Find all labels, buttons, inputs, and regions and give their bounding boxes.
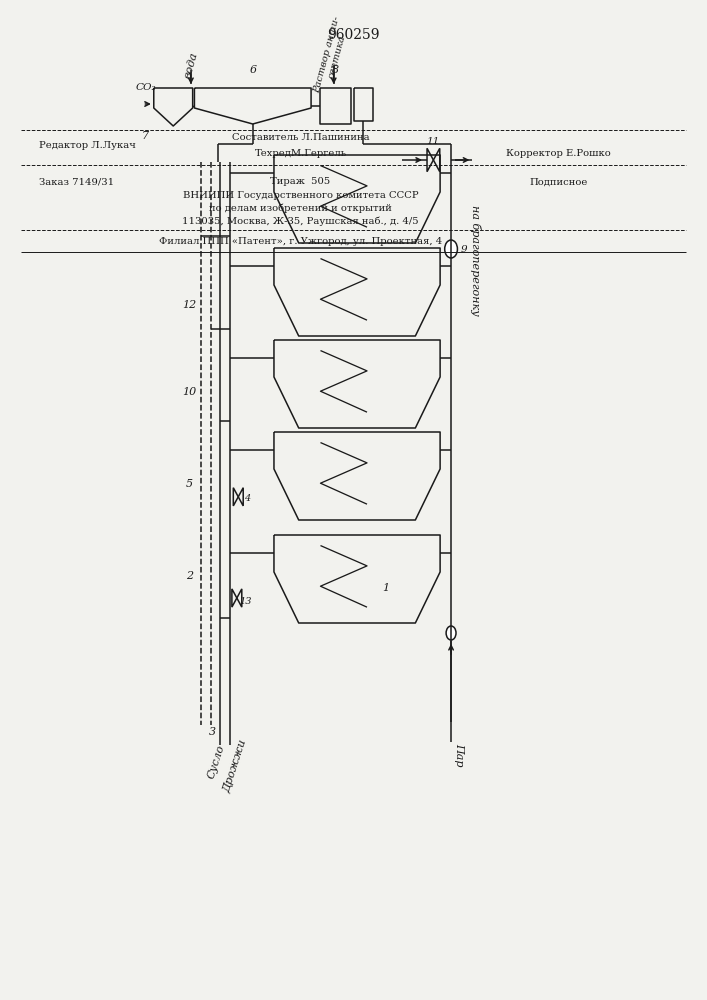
Text: 4: 4 bbox=[244, 494, 250, 503]
Text: ВНИИПИ Государственного комитета СССР: ВНИИПИ Государственного комитета СССР bbox=[182, 190, 419, 200]
Text: Составитель Л.Пашинина: Составитель Л.Пашинина bbox=[232, 132, 369, 141]
Text: 13: 13 bbox=[239, 596, 252, 605]
Text: Раствор анти-: Раствор анти- bbox=[312, 16, 341, 94]
Text: Сусло: Сусло bbox=[206, 744, 226, 780]
Text: Дрожжи: Дрожжи bbox=[222, 738, 249, 794]
Text: вода: вода bbox=[182, 51, 199, 79]
Text: Корректор Е.Рошко: Корректор Е.Рошко bbox=[506, 148, 611, 157]
Text: 9: 9 bbox=[461, 244, 467, 253]
Text: по делам изобретений и открытий: по делам изобретений и открытий bbox=[209, 203, 392, 213]
Text: Заказ 7149/31: Заказ 7149/31 bbox=[39, 178, 114, 186]
Circle shape bbox=[445, 240, 457, 258]
Text: 11: 11 bbox=[427, 137, 440, 146]
Text: CO₂: CO₂ bbox=[136, 84, 157, 93]
Text: 6: 6 bbox=[249, 65, 257, 75]
Text: 960259: 960259 bbox=[327, 28, 380, 42]
Text: 1: 1 bbox=[382, 583, 389, 593]
Text: Тираж  505: Тираж 505 bbox=[270, 178, 331, 186]
Text: ТехредМ.Гергель: ТехредМ.Гергель bbox=[255, 148, 346, 157]
Text: на брагоперегонку: на брагоперегонку bbox=[469, 205, 481, 315]
Text: септика: септика bbox=[327, 34, 346, 80]
Text: Редактор Л.Лукач: Редактор Л.Лукач bbox=[39, 140, 136, 149]
Text: Филиал ППП «Патент», г. Ужгород, ул. Проектная, 4: Филиал ППП «Патент», г. Ужгород, ул. Про… bbox=[159, 237, 442, 246]
Circle shape bbox=[446, 626, 456, 640]
Text: 8: 8 bbox=[332, 65, 339, 75]
Text: 5: 5 bbox=[186, 479, 193, 489]
Text: 12: 12 bbox=[182, 300, 197, 310]
Text: 7: 7 bbox=[141, 131, 149, 141]
Text: 113035, Москва, Ж-35, Раушская наб., д. 4/5: 113035, Москва, Ж-35, Раушская наб., д. … bbox=[182, 216, 419, 226]
Text: 10: 10 bbox=[182, 387, 197, 397]
Text: Подписное: Подписное bbox=[530, 178, 588, 186]
Text: 3: 3 bbox=[209, 727, 216, 737]
Text: 2: 2 bbox=[186, 571, 193, 581]
Text: Пар: Пар bbox=[455, 743, 464, 767]
